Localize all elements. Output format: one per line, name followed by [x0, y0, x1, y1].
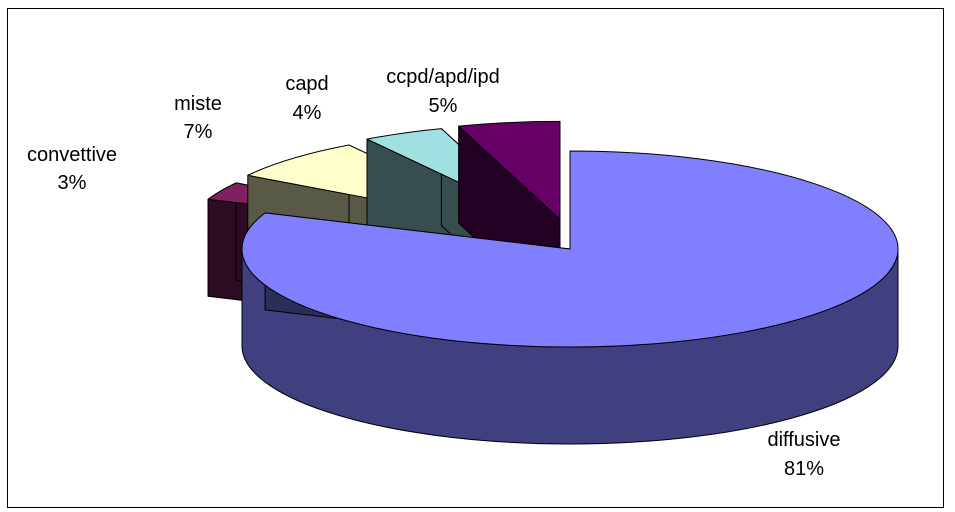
pie-slice-ccpd-apd-ipd — [458, 120, 561, 220]
chart-frame: convettive 3% miste 7% capd 4% ccpd/apd/… — [7, 8, 944, 508]
pie-chart: convettive 3% miste 7% capd 4% ccpd/apd/… — [27, 66, 899, 480]
labels-layer: convettive 3% miste 7% capd 4% ccpd/apd/… — [27, 66, 841, 480]
slice-label-name: ccpd/apd/ipd — [386, 66, 499, 88]
slice-label-pct: 4% — [293, 102, 322, 124]
slice-label-pct: 3% — [58, 172, 87, 194]
slice-label-pct: 5% — [429, 95, 458, 117]
slice-label-name: miste — [174, 93, 222, 115]
slice-label-name: diffusive — [767, 429, 840, 451]
slice-label-name: capd — [285, 73, 328, 95]
slice-label-pct: 7% — [184, 121, 213, 143]
slices-layer — [207, 120, 899, 445]
slice-label-pct: 81% — [784, 458, 824, 480]
slice-label-name: convettive — [27, 144, 117, 166]
pie-slice-diffusive — [241, 150, 899, 348]
